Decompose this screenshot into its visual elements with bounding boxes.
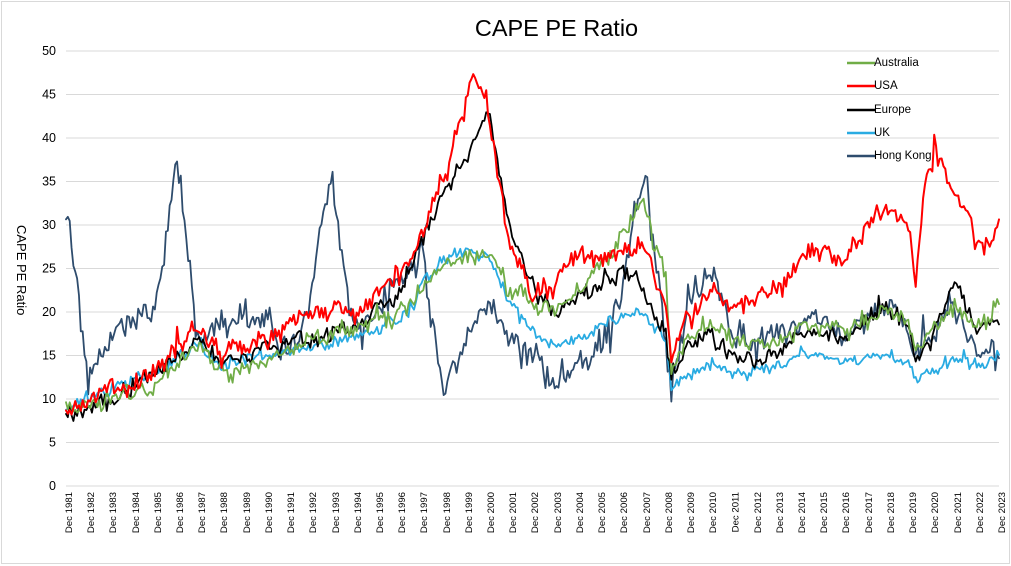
svg-text:25: 25 (42, 262, 56, 276)
svg-text:20: 20 (42, 305, 56, 319)
svg-text:30: 30 (42, 218, 56, 232)
svg-text:35: 35 (42, 175, 56, 189)
svg-text:45: 45 (42, 88, 56, 102)
svg-text:0: 0 (49, 479, 56, 493)
svg-text:15: 15 (42, 349, 56, 363)
svg-text:50: 50 (42, 44, 56, 58)
svg-text:10: 10 (42, 392, 56, 406)
svg-text:5: 5 (49, 436, 56, 450)
svg-text:40: 40 (42, 131, 56, 145)
